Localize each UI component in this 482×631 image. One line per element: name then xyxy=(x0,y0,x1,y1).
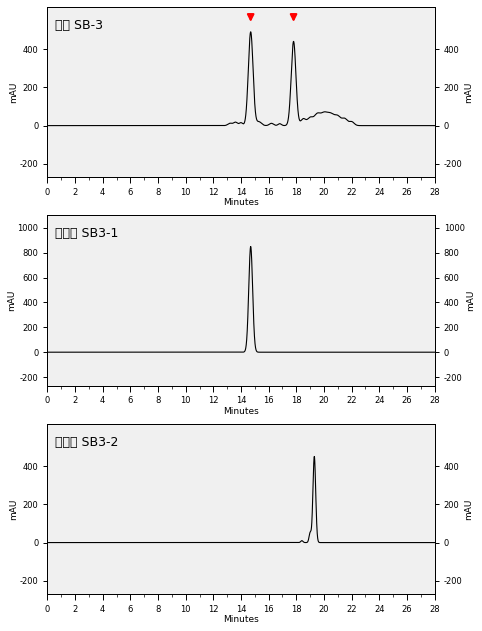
Y-axis label: mAU: mAU xyxy=(9,81,18,103)
X-axis label: Minutes: Minutes xyxy=(223,198,259,207)
Y-axis label: mAU: mAU xyxy=(7,290,16,311)
Y-axis label: mAU: mAU xyxy=(466,290,475,311)
Text: 화합물 SB3-2: 화합물 SB3-2 xyxy=(55,436,119,449)
X-axis label: Minutes: Minutes xyxy=(223,406,259,416)
Text: 분획 SB-3: 분획 SB-3 xyxy=(55,19,103,32)
Y-axis label: mAU: mAU xyxy=(9,498,18,520)
Y-axis label: mAU: mAU xyxy=(464,498,473,520)
Text: 화합물 SB3-1: 화합물 SB3-1 xyxy=(55,227,119,240)
X-axis label: Minutes: Minutes xyxy=(223,615,259,624)
Y-axis label: mAU: mAU xyxy=(464,81,473,103)
